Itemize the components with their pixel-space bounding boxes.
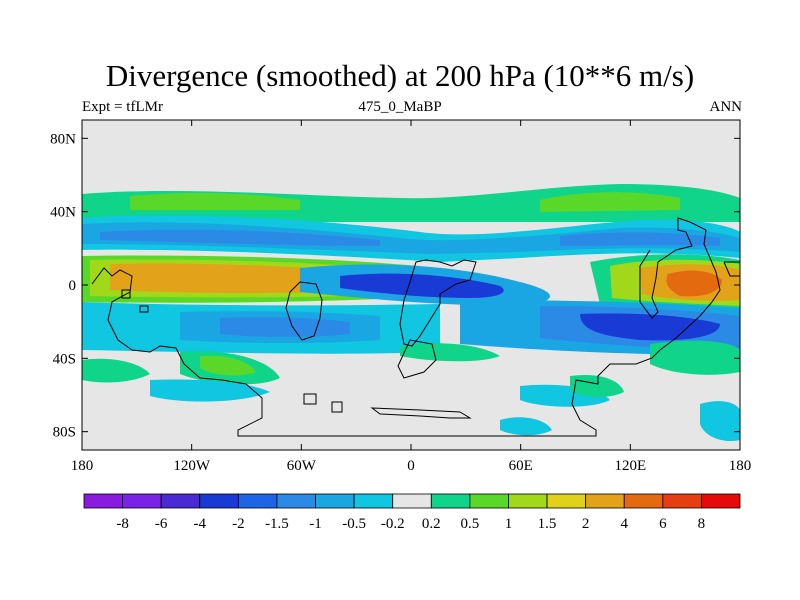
coast-island-1 (331, 401, 343, 413)
field-north-neg-core2 (560, 232, 720, 246)
coast-island-2 (303, 393, 317, 405)
colorbar-label: 6 (659, 516, 667, 532)
x-tick-label: 120E (614, 458, 646, 474)
colorbar-swatch (469, 493, 509, 509)
colorbar-label: -1 (309, 516, 322, 532)
colorbar-swatch (199, 493, 239, 509)
axes: 180 120W 60W 0 60E 120E 180 80N 40N 0 40S 80S (50, 120, 751, 474)
colorbar-swatch (623, 493, 664, 509)
field-s-pos-5 (82, 358, 150, 383)
colorbar-label: 0.5 (461, 516, 480, 532)
field-north-pos (82, 184, 740, 222)
colorbar-label: 2 (582, 516, 590, 532)
colorbar-swatch (546, 493, 587, 509)
season-label: ANN (709, 99, 743, 115)
field-north-pos-core2 (540, 192, 680, 212)
coast-island-5 (139, 305, 149, 313)
x-tick-label: 120W (173, 458, 211, 474)
field-s-pos-2 (200, 355, 256, 376)
colorbar-swatch (392, 493, 432, 509)
field-s-pos-3 (400, 343, 500, 362)
field-eq-neg-core (340, 273, 504, 298)
chart-title: Divergence (smoothed) at 200 hPa (10**6 … (105, 58, 695, 93)
field-south-neg-core (220, 317, 350, 337)
colorbar-label: 0.2 (422, 516, 441, 532)
colorbar-swatch (430, 493, 471, 509)
field-se-neg-core (580, 313, 720, 341)
colorbar-label: -4 (194, 516, 207, 532)
colorbar-swatch (83, 493, 123, 509)
y-tick-label: 40N (50, 205, 76, 221)
y-tick-label: 80N (50, 131, 76, 147)
colorbar-swatch (508, 493, 548, 509)
x-tick-label: 0 (407, 458, 415, 474)
colorbar-swatch (122, 493, 162, 509)
colorbar-label: -2 (232, 516, 245, 532)
colorbar-label: 8 (698, 516, 706, 532)
coast-island-4 (121, 289, 131, 299)
coast-africa-europe (399, 259, 477, 347)
colorbar-label: 1 (505, 516, 513, 532)
colorbar-label: 4 (620, 516, 628, 532)
coast-north-landmass (91, 217, 721, 437)
y-tick-label: 80S (53, 425, 76, 441)
coast-east-block (723, 261, 740, 277)
x-tick-label: 180 (71, 458, 94, 474)
coastlines (91, 217, 740, 437)
field-s-neg-4 (500, 417, 552, 436)
colorbar-label: 1.5 (538, 516, 557, 532)
coast-south-america (285, 281, 323, 341)
colorbar-label: -8 (116, 516, 129, 532)
colorbar-label: -0.2 (381, 516, 405, 532)
x-tick-label: 60W (287, 458, 317, 474)
field-north-neg-core (100, 229, 380, 246)
x-tick-label: 180 (729, 458, 752, 474)
colorbar-swatch (276, 493, 316, 509)
field-north-neg-mid (82, 222, 740, 254)
period-label: 475_0_MaBP (358, 99, 442, 115)
colorbar-swatch (701, 493, 741, 509)
field-north-pos-core (130, 193, 300, 210)
colorbar-swatch (237, 493, 278, 509)
coast-island-3 (397, 339, 437, 379)
contour-fields (82, 184, 740, 442)
colorbar-label: -1.5 (265, 516, 289, 532)
colorbar-swatch (585, 493, 625, 509)
y-tick-label: 40S (53, 351, 76, 367)
colorbar: -8 -6 -4 -2 -1.5 -1 -0.5 -0.2 0.2 0.5 1 1.5 2 4 6 8 (83, 493, 741, 532)
colorbar-swatch (662, 493, 702, 509)
field-s-neg-3 (700, 401, 740, 442)
field-s-neg-1 (150, 379, 270, 402)
colorbar-swatch (315, 493, 355, 509)
coast-antarctic-peninsula (370, 407, 472, 419)
field-s-pos-4 (650, 340, 740, 375)
colorbar-swatch (353, 493, 394, 509)
y-tick-label: 0 (69, 278, 77, 294)
colorbar-label: -0.5 (342, 516, 366, 532)
field-wpac-pos-peak (666, 270, 722, 297)
experiment-label: Expt = tfLMr (82, 99, 163, 115)
x-tick-label: 60E (509, 458, 533, 474)
field-s-pos-6 (570, 374, 624, 398)
colorbar-swatch (160, 493, 201, 509)
colorbar-label: -6 (155, 516, 168, 532)
